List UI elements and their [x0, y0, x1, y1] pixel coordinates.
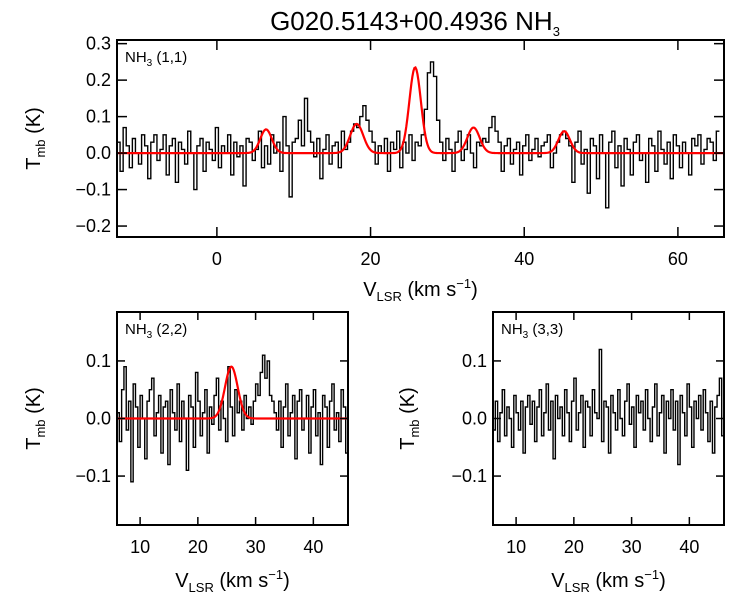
xtick-label-nh3-33: 10 [506, 537, 526, 557]
ylabel-nh3-33-sub: mb [407, 419, 422, 437]
spectrum-line-nh3-11 [117, 61, 720, 209]
axes-frame-nh3-11 [116, 39, 725, 238]
xlabel-nh3-11-main: V [363, 279, 377, 301]
figure-title: G020.5143+00.4936 NH3 [270, 6, 560, 39]
ytick-label-nh3-22: −0.1 [75, 466, 111, 486]
plot-area-nh3-11 [117, 61, 724, 209]
xlabel-nh3-22-rest: (km s [214, 570, 268, 592]
ylabel-nh3-11-main: T [23, 158, 45, 170]
panel-label-main: NH [125, 321, 147, 338]
xlabel-nh3-11-sub: LSR [377, 289, 402, 304]
xlabel-nh3-33-sub: LSR [565, 580, 590, 595]
panel-label-rest: (2,2) [152, 321, 187, 338]
ytick-label-nh3-11: 0.1 [86, 107, 111, 127]
xlabel-nh3-33-end: ) [659, 570, 666, 592]
panel-label-main: NH [125, 49, 147, 66]
panel-label-sub: 3 [523, 330, 529, 341]
panel-nh3-33: −0.1 0.0 0.1 10 20 30 40 NH3 (3,3) VLSR (km s−1)… [397, 311, 725, 595]
ytick-label-nh3-22: 0.1 [86, 351, 111, 371]
xlabel-nh3-11-end: ) [471, 279, 478, 301]
ylabel-nh3-22-rest: (K) [23, 387, 45, 419]
ytick-label-nh3-11: 0.2 [86, 70, 111, 90]
panel-label-nh3-11: NH3 (1,1) [125, 49, 187, 69]
xlabel-nh3-33-main: V [551, 570, 565, 592]
ylabel-nh3-11-sub: mb [33, 139, 48, 157]
ylabel-nh3-33: Tmb (K) [397, 387, 422, 450]
xtick-label-nh3-22: 40 [303, 537, 323, 557]
spectrum-line-nh3-33 [493, 348, 724, 466]
xlabel-nh3-33-rest: (km s [590, 570, 644, 592]
ytick-label-nh3-11: −0.1 [75, 180, 111, 200]
fit-line-nh3-22 [117, 365, 348, 420]
fit-line-nh3-11 [117, 66, 724, 155]
panel-label-sub: 3 [147, 58, 153, 69]
ylabel-nh3-33-rest: (K) [397, 387, 419, 419]
panel-nh3-11: −0.2 −0.1 0.0 0.1 0.2 0.3 0 20 40 60 NH3 (1,1) VLSR… [23, 34, 725, 304]
ytick-label-nh3-11: 0.3 [86, 34, 111, 54]
ylabel-nh3-22-main: T [23, 438, 45, 450]
xtick-label-nh3-33: 20 [564, 537, 584, 557]
xtick-label-nh3-11: 0 [212, 249, 222, 269]
ylabel-nh3-22: Tmb (K) [23, 387, 48, 450]
xlabel-nh3-22: VLSR (km s−1) [175, 567, 290, 595]
xlabel-nh3-11: VLSR (km s−1) [363, 276, 478, 304]
xtick-label-nh3-11: 40 [514, 249, 534, 269]
panel-nh3-22: −0.1 0.0 0.1 10 20 30 40 NH3 (2,2) VLSR (km s−1)… [23, 311, 349, 595]
xlabel-nh3-22-end: ) [283, 570, 290, 592]
xtick-label-nh3-11: 20 [361, 249, 381, 269]
ylabel-nh3-11: Tmb (K) [23, 107, 48, 170]
xlabel-nh3-33-sup: −1 [644, 567, 659, 582]
ytick-label-nh3-11: −0.2 [75, 216, 111, 236]
plot-area-nh3-33 [493, 348, 724, 466]
spectrum-line-nh3-22 [117, 354, 348, 483]
xlabel-nh3-22-sup: −1 [268, 567, 283, 582]
ylabel-nh3-33-main: T [397, 438, 419, 450]
ytick-label-nh3-33: 0.1 [462, 351, 487, 371]
ylabel-nh3-11-rest: (K) [23, 107, 45, 139]
xtick-label-nh3-11: 60 [668, 249, 688, 269]
plot-area-nh3-22 [117, 354, 348, 483]
xlabel-nh3-11-sup: −1 [456, 276, 471, 291]
xtick-label-nh3-22: 30 [246, 537, 266, 557]
ytick-label-nh3-33: 0.0 [462, 409, 487, 429]
xtick-label-nh3-22: 10 [130, 537, 150, 557]
ytick-label-nh3-11: 0.0 [86, 143, 111, 163]
panel-label-nh3-33: NH3 (3,3) [501, 321, 563, 341]
xlabel-nh3-11-rest: (km s [402, 279, 456, 301]
xlabel-nh3-22-sub: LSR [189, 580, 214, 595]
panel-label-main: NH [501, 321, 523, 338]
figure-title-sub: 3 [553, 24, 560, 39]
figure-title-main: G020.5143+00.4936 NH [270, 6, 553, 36]
ylabel-nh3-22-sub: mb [33, 419, 48, 437]
xlabel-nh3-22-main: V [175, 570, 189, 592]
ytick-label-nh3-22: 0.0 [86, 409, 111, 429]
panel-label-rest: (1,1) [152, 49, 187, 66]
xlabel-nh3-33: VLSR (km s−1) [551, 567, 666, 595]
xtick-label-nh3-33: 40 [679, 537, 699, 557]
ytick-label-nh3-33: −0.1 [451, 466, 487, 486]
xtick-label-nh3-22: 20 [188, 537, 208, 557]
panel-label-nh3-22: NH3 (2,2) [125, 321, 187, 341]
panel-label-rest: (3,3) [528, 321, 563, 338]
panel-label-sub: 3 [147, 330, 153, 341]
xtick-label-nh3-33: 30 [622, 537, 642, 557]
